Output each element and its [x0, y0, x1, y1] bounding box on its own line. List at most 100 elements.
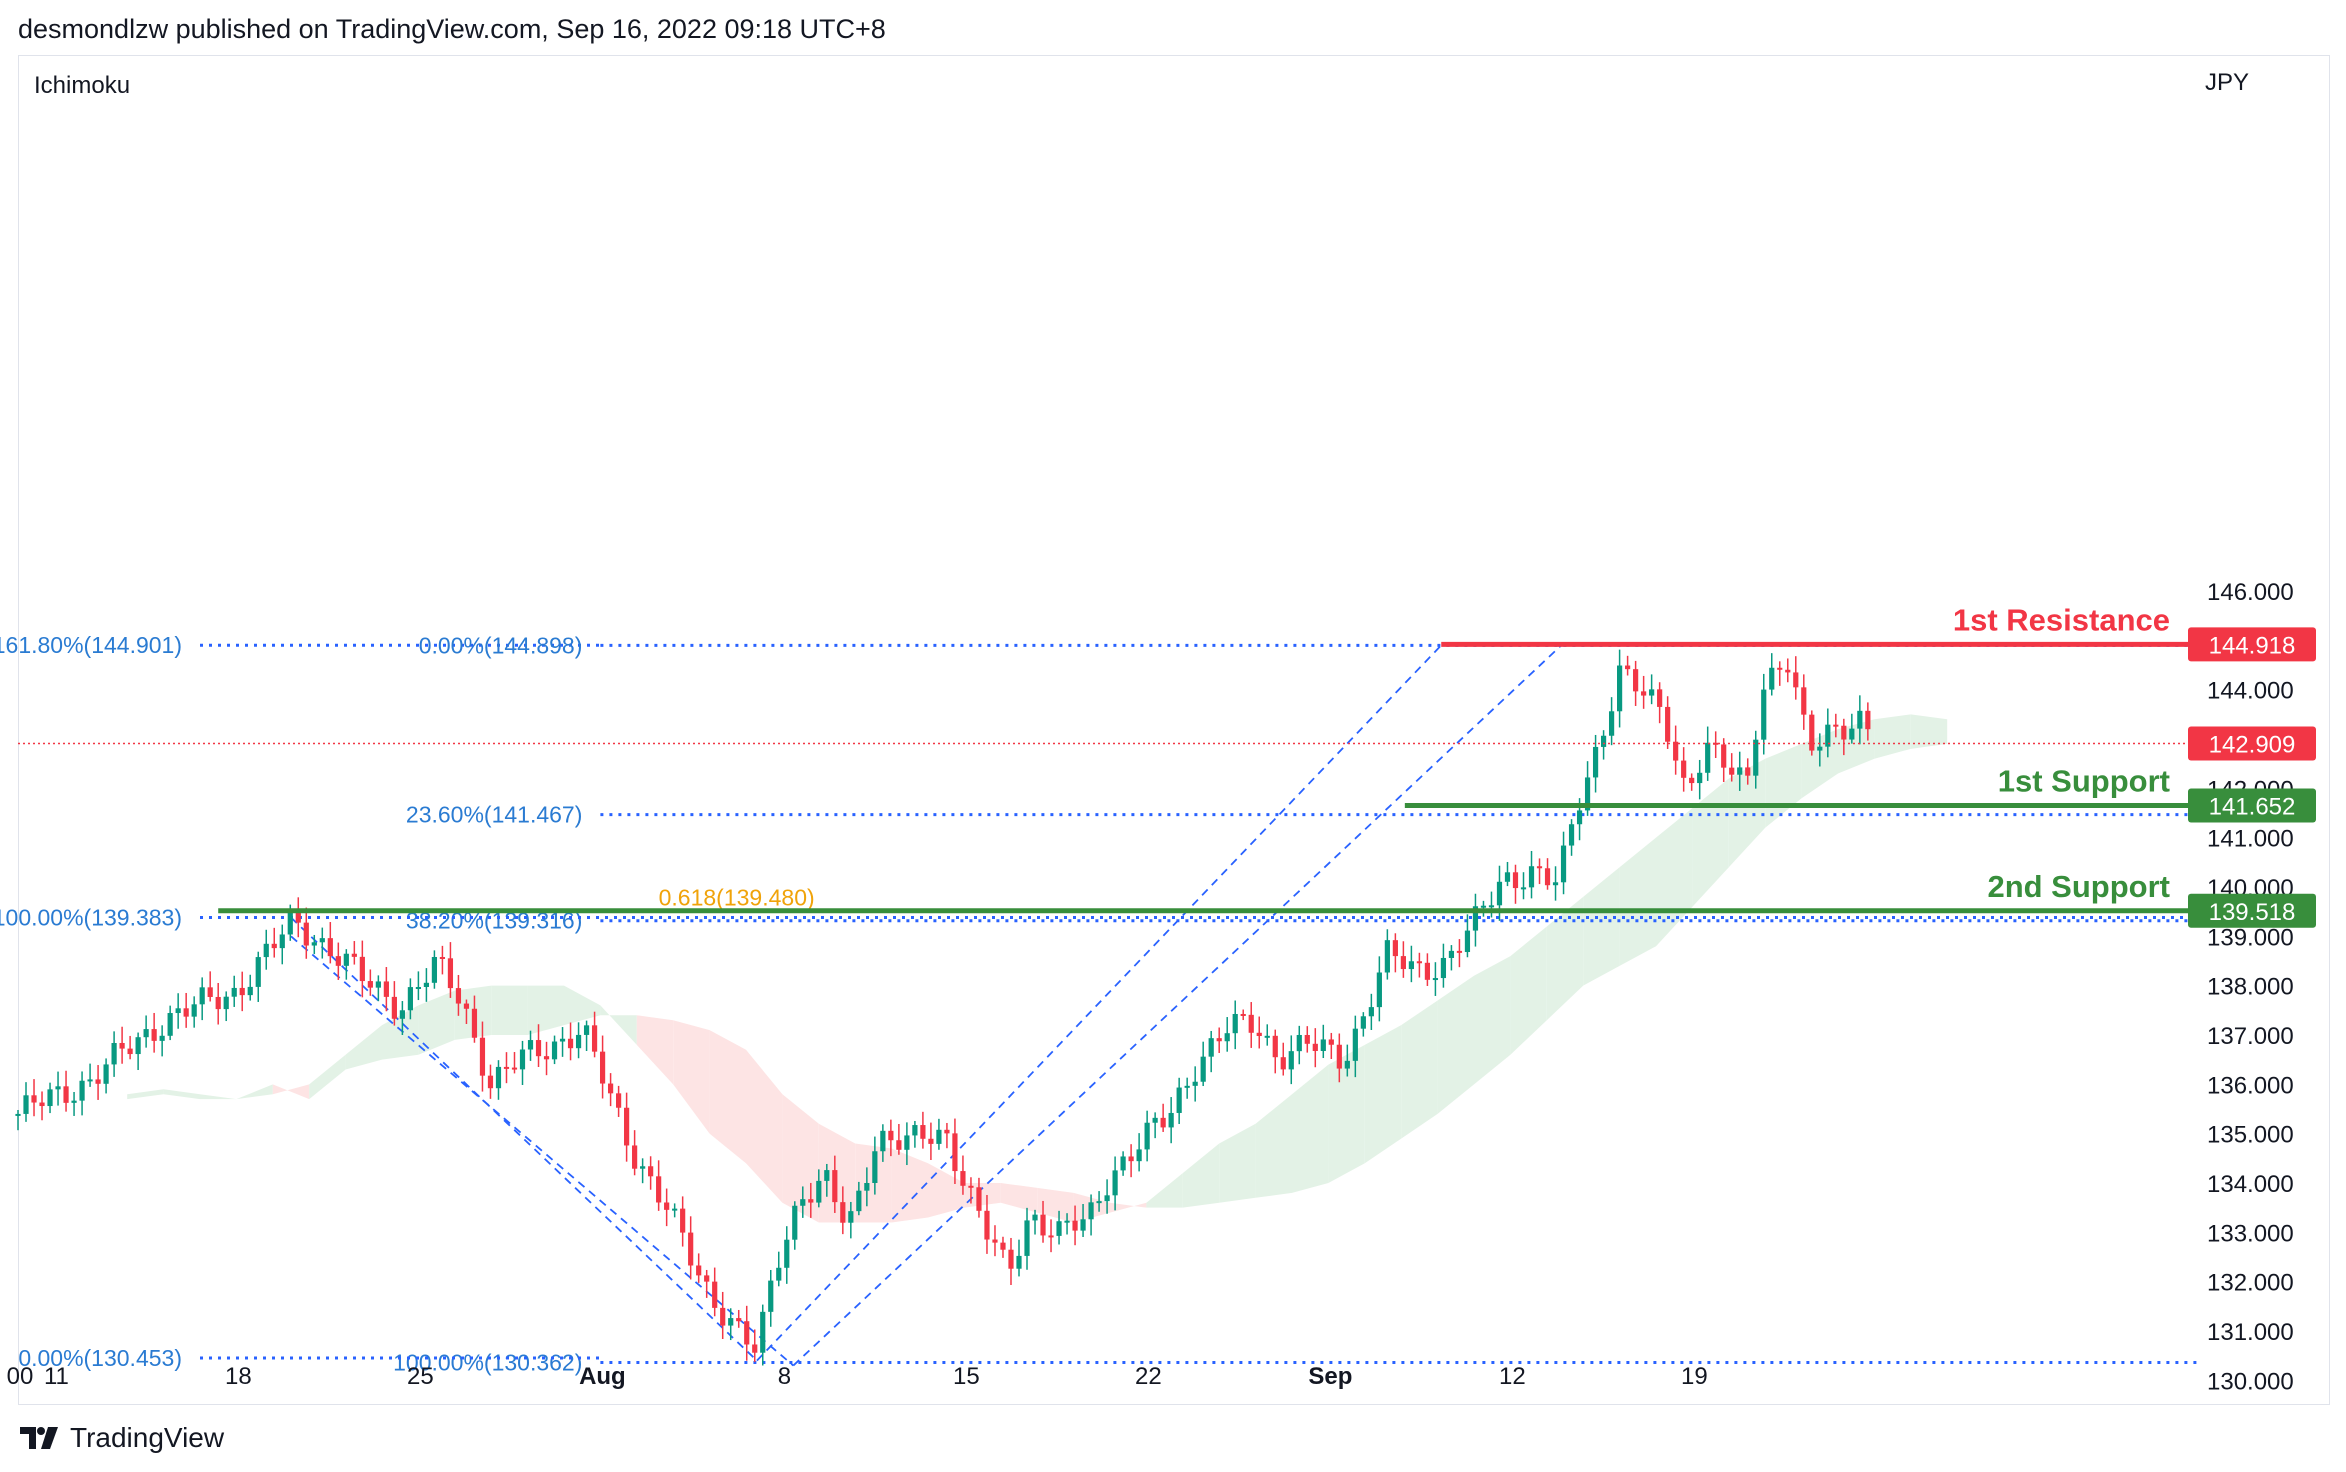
candle-body: [447, 958, 454, 989]
candle-body: [1272, 1035, 1278, 1058]
ichimoku-cloud-segment: [1364, 1025, 1402, 1164]
candle-body: [399, 1010, 405, 1019]
ichimoku-cloud-segment: [1292, 1064, 1329, 1193]
candle-body: [503, 1066, 510, 1069]
candle-body: [55, 1086, 61, 1090]
x-axis-tick-label: 18: [225, 1363, 252, 1390]
ichimoku-cloud-segment: [1219, 1123, 1256, 1203]
candle-body: [1552, 882, 1559, 886]
candle-body: [1424, 962, 1431, 980]
fibonacci-level-label: 23.60%(141.467): [406, 802, 582, 828]
candle-body: [792, 1205, 798, 1240]
candle-body: [407, 987, 413, 1011]
price-badge: [2188, 788, 2316, 823]
x-axis-tick-label: 00: [7, 1363, 34, 1390]
price-badge: [2188, 726, 2316, 761]
candle-body: [872, 1151, 878, 1183]
candle-body: [1488, 905, 1495, 908]
ichimoku-cloud-segment: [673, 1020, 710, 1134]
candle-body: [1777, 667, 1783, 670]
candle-body: [479, 1037, 486, 1076]
publisher-line: desmondlzw published on TradingView.com,…: [18, 14, 886, 44]
candle-body: [1200, 1056, 1206, 1082]
candle-body: [1737, 767, 1743, 775]
candle-body: [551, 1041, 558, 1060]
candle-body: [1392, 940, 1398, 957]
ichimoku-cloud-segment: [964, 1183, 1001, 1208]
candle-body: [1352, 1028, 1358, 1061]
x-axis-tick-label: 15: [953, 1363, 980, 1390]
fibonacci-level-label: 100.00%(130.362): [393, 1349, 582, 1375]
candle-body: [696, 1265, 702, 1276]
price-badge-label: 141.652: [2209, 794, 2296, 821]
price-badge-label: 144.918: [2209, 632, 2296, 659]
candle-body: [143, 1029, 149, 1038]
candle-body: [936, 1129, 942, 1144]
candle-body: [1657, 689, 1663, 707]
ichimoku-cloud-segment: [1510, 926, 1547, 1055]
candle-body: [415, 986, 421, 989]
candle-body: [928, 1138, 934, 1144]
candle-body: [79, 1080, 85, 1101]
price-badge-label: 142.909: [2209, 731, 2296, 758]
candle-body: [1320, 1039, 1326, 1051]
candle-body: [367, 981, 373, 988]
candle-body: [527, 1040, 534, 1050]
candle-body: [1384, 940, 1390, 973]
candle-body: [215, 996, 221, 1010]
candle-body: [736, 1318, 742, 1322]
fibonacci-level-label: 0.00%(144.898): [419, 632, 583, 658]
trend-channel-line: [792, 644, 1562, 1367]
candle-body: [1232, 1013, 1238, 1034]
chart-frame: [18, 55, 2330, 1405]
candle-body: [1256, 1032, 1262, 1037]
candle-body: [1649, 689, 1655, 696]
candle-body: [15, 1113, 21, 1116]
candle-body: [575, 1034, 582, 1049]
candle-body: [1608, 711, 1615, 736]
fibonacci-level-label: 0.618(139.480): [659, 885, 815, 911]
candle-body: [1040, 1214, 1046, 1236]
candle-body: [1248, 1014, 1254, 1033]
candle-body: [632, 1145, 638, 1169]
candle-body: [1520, 887, 1527, 890]
candle-body: [167, 1013, 173, 1036]
candle-body: [1689, 777, 1695, 784]
candle-body: [992, 1239, 998, 1243]
candle-body: [1416, 961, 1422, 964]
x-axis-tick-label: Aug: [579, 1363, 626, 1390]
candle-body: [1080, 1219, 1086, 1231]
candle-body: [1833, 724, 1839, 727]
candle-body: [808, 1199, 814, 1203]
y-axis-tick-label: 135.000: [2207, 1122, 2294, 1149]
y-axis-tick-label: 137.000: [2207, 1023, 2294, 1050]
candle-body: [31, 1095, 37, 1103]
x-axis-tick-label: 11: [44, 1363, 69, 1390]
candle-body: [1288, 1051, 1294, 1070]
price-badge: [2188, 627, 2316, 662]
indicator-label: Ichimoku: [34, 72, 130, 99]
candle-body: [391, 996, 397, 1019]
candle-body: [1584, 777, 1591, 811]
candle-body: [71, 1100, 77, 1103]
ichimoku-cloud-segment: [1110, 1202, 1147, 1213]
candle-body: [1240, 1013, 1246, 1016]
candle-body: [303, 922, 309, 946]
candle-body: [848, 1211, 854, 1223]
candle-body: [239, 987, 245, 996]
candle-body: [1600, 735, 1607, 747]
candle-body: [111, 1042, 117, 1065]
y-axis-tick-label: 132.000: [2207, 1270, 2294, 1297]
price-badge-label: 139.518: [2209, 899, 2296, 926]
candle-body: [888, 1130, 894, 1141]
ichimoku-cloud-segment: [928, 1163, 965, 1218]
candle-body: [1705, 742, 1711, 773]
candle-body: [1000, 1242, 1006, 1250]
support-resistance-label: 2nd Support: [1987, 869, 2170, 904]
ichimoku-cloud-segment: [891, 1148, 928, 1223]
candle-body: [1512, 872, 1519, 889]
candle-body: [648, 1166, 654, 1177]
tradingview-footer[interactable]: TradingView: [20, 1422, 224, 1454]
candle-body: [1673, 741, 1679, 761]
